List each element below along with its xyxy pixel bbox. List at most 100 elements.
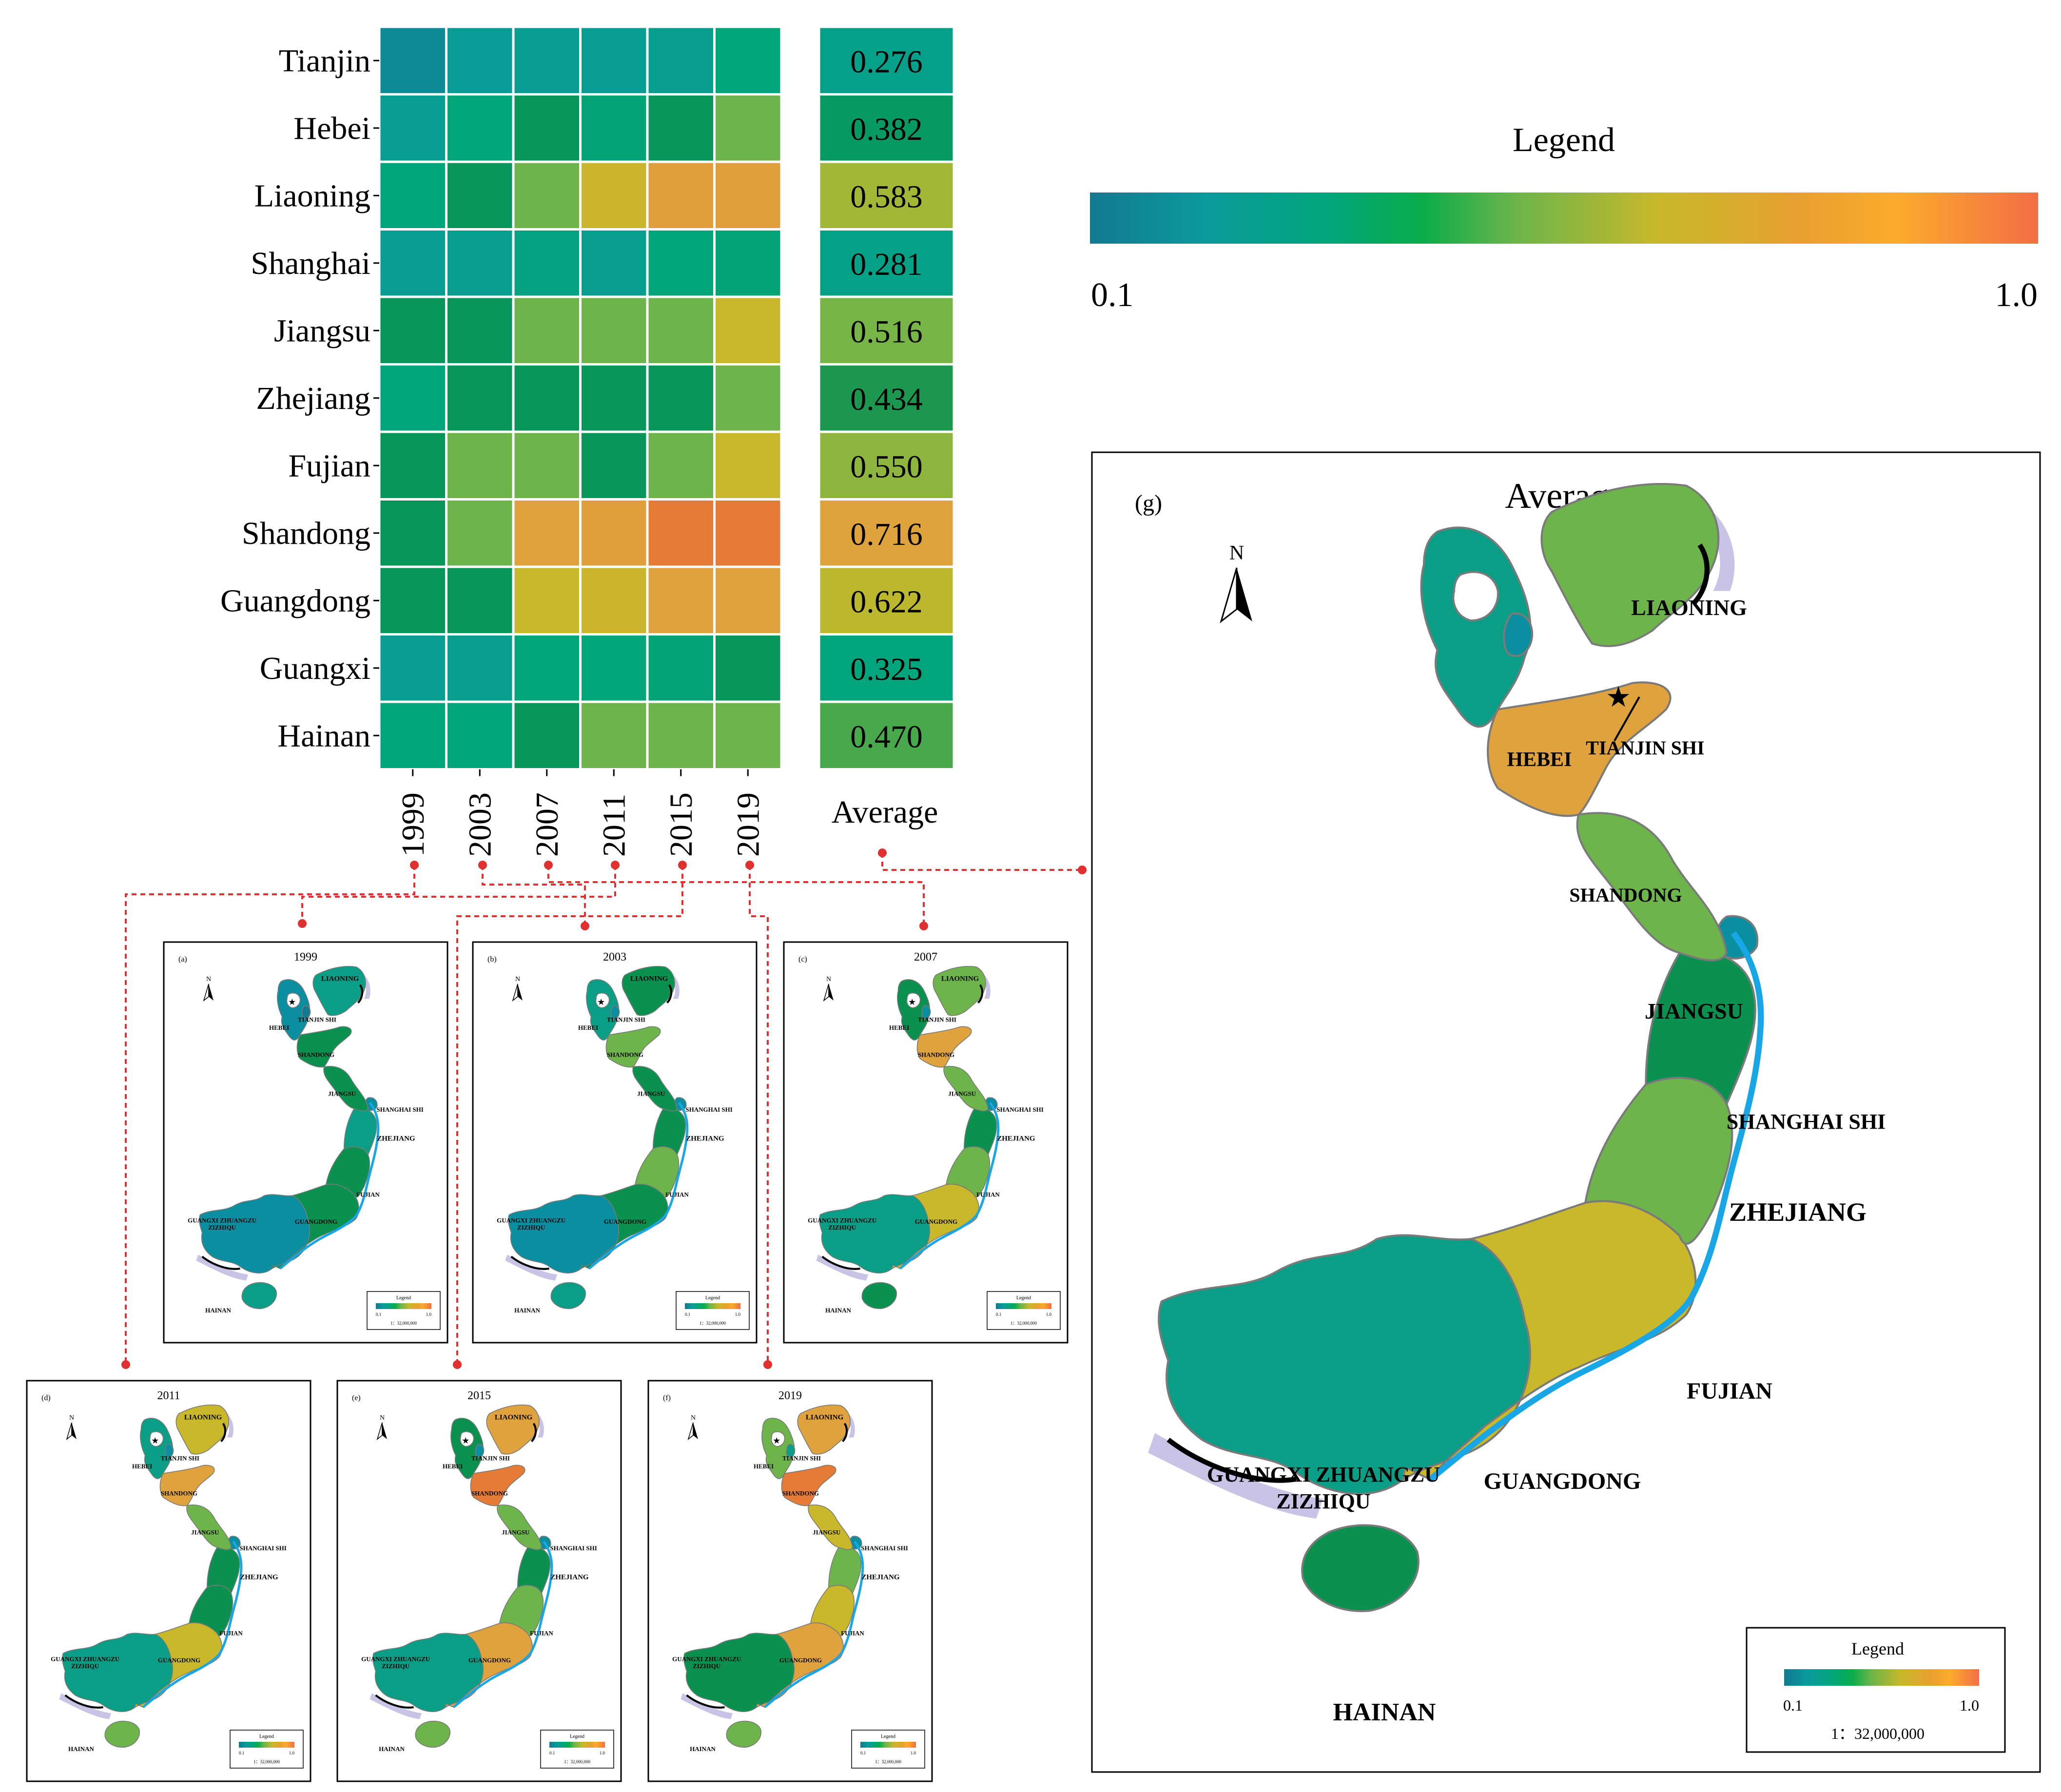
average-value: 0.281 [850, 247, 923, 282]
small-legend-min: 0.1 [685, 1312, 690, 1317]
small-label-zhejiang: ZHEJIANG [550, 1574, 589, 1581]
average-cell [817, 700, 955, 771]
small-legend-max: 1.0 [735, 1312, 741, 1317]
province-tianjin [921, 1005, 931, 1019]
small-label-fujian: FUJIAN [356, 1191, 380, 1198]
small-label-zhejiang: ZHEJIANG [861, 1574, 900, 1581]
province-hebei [897, 979, 931, 1041]
small-label-hebei: HEBEI [132, 1463, 152, 1470]
heatmap-cell [646, 93, 716, 163]
province-tianjin [610, 1005, 620, 1019]
province-beijing [286, 992, 301, 1008]
heatmap-cell [579, 565, 649, 636]
small-label-guangdong: GUANGDONG [915, 1218, 957, 1225]
heatmap-cell [512, 565, 582, 636]
small-label-guangxi_2: ZIZHIQU [517, 1224, 545, 1231]
province-shandong [296, 1026, 352, 1068]
label-hainan: HAINAN [1333, 1698, 1436, 1726]
heatmap-cell [378, 295, 447, 366]
small-map-2003: (b) 2003 N LIAONING HEBEI TIANJIN SHI SHANDONG… [472, 941, 758, 1344]
north-letter: N [826, 976, 831, 983]
main-legend-title: Legend [1851, 1639, 1904, 1658]
small-label-liaoning: LIAONING [321, 975, 359, 983]
small-map-title: 2007 [914, 951, 937, 963]
label-tianjin: TIANJIN SHI [1586, 737, 1704, 759]
north-letter: N [380, 1414, 385, 1422]
small-label-tianjin: TIANJIN SHI [607, 1016, 645, 1023]
province-hainan [861, 1282, 897, 1310]
province-liaoning [797, 1405, 851, 1455]
heatmap-cell [378, 700, 447, 771]
small-label-hainan: HAINAN [205, 1307, 231, 1314]
heatmap-cell [579, 93, 649, 163]
heatmap-cell [512, 633, 582, 703]
heatmap-cell [713, 498, 783, 568]
province-jiangsu [632, 1066, 678, 1112]
small-label-fujian: FUJIAN [841, 1629, 864, 1637]
province-jiangsu [943, 1066, 989, 1112]
heatmap-cell [512, 160, 582, 231]
label-liaoning: LIAONING [1631, 595, 1747, 620]
average-value: 0.382 [850, 112, 923, 147]
small-label-tianjin: TIANJIN SHI [161, 1455, 199, 1462]
small-legend-title: Legend [705, 1295, 720, 1301]
heatmap-cell [646, 700, 716, 771]
label-guangdong: GUANGDONG [1484, 1468, 1641, 1494]
small-label-jiangsu: JIANGSU [948, 1090, 976, 1097]
heatmap-cell [378, 633, 447, 703]
province-label: Guangxi [260, 651, 370, 686]
heatmap-cell [646, 160, 716, 231]
heatmap-cell [713, 93, 783, 163]
province-zhejiang [828, 1546, 862, 1595]
small-label-shandong: SHANDONG [471, 1489, 508, 1497]
heatmap-cell [378, 430, 447, 501]
province-beijing [906, 992, 921, 1008]
small-label-guangdong: GUANGDONG [779, 1657, 822, 1664]
province-beijing [149, 1431, 164, 1447]
province-label: Liaoning [254, 178, 370, 213]
small-map-2007: (c) 2007 N LIAONING HEBEI TIANJIN SHI SHANDONG… [783, 941, 1069, 1344]
main-legend-min: 0.1 [1783, 1696, 1803, 1714]
north-arrow-letter: N [1229, 542, 1244, 564]
heatmap-cell [512, 93, 582, 163]
province-label: Tianjin [279, 43, 370, 78]
heatmap-cell [713, 295, 783, 366]
small-map-title: 2011 [157, 1389, 180, 1402]
legend-colorbar [1090, 193, 2038, 244]
small-label-zhejiang: ZHEJIANG [997, 1135, 1035, 1143]
average-value: 0.276 [850, 44, 923, 79]
small-legend-min: 0.1 [376, 1312, 381, 1317]
province-shandong [159, 1464, 215, 1506]
average-value: 0.516 [850, 314, 923, 349]
average-value: 0.434 [850, 382, 923, 417]
small-label-fujian: FUJIAN [530, 1629, 553, 1637]
main-map [1148, 482, 1764, 1612]
small-legend-title: Legend [396, 1295, 411, 1301]
heatmap-cell [378, 160, 447, 231]
heatmap-cell [579, 700, 649, 771]
small-label-hainan: HAINAN [825, 1307, 851, 1314]
small-label-shanghai: SHANGHAI SHI [239, 1544, 286, 1552]
small-legend-title: Legend [881, 1734, 895, 1739]
label-zhejiang: ZHEJIANG [1729, 1197, 1867, 1227]
heatmap-cell [445, 295, 515, 366]
label-jiangsu: JIANGSU [1645, 999, 1743, 1023]
small-label-hainan: HAINAN [690, 1745, 716, 1753]
year-label: 1999 [395, 792, 431, 857]
heatmap-cell [445, 25, 515, 96]
main-legend-max: 1.0 [1960, 1696, 1979, 1714]
main-map-frame [1091, 451, 2041, 1773]
main-legend-colorbar [1784, 1669, 1979, 1686]
province-label: Shanghai [251, 246, 370, 281]
small-label-shandong: SHANDONG [298, 1051, 334, 1058]
heatmap-cell [713, 160, 783, 231]
small-legend-max: 1.0 [289, 1751, 295, 1755]
year-label: 2015 [663, 792, 699, 857]
province-hebei [1420, 526, 1532, 728]
average-cell [817, 363, 955, 433]
small-legend-min: 0.1 [860, 1751, 866, 1755]
legend-title: Legend [1513, 121, 1615, 159]
province-jiangsu [186, 1504, 232, 1550]
small-label-guangdong: GUANGDONG [158, 1657, 200, 1664]
